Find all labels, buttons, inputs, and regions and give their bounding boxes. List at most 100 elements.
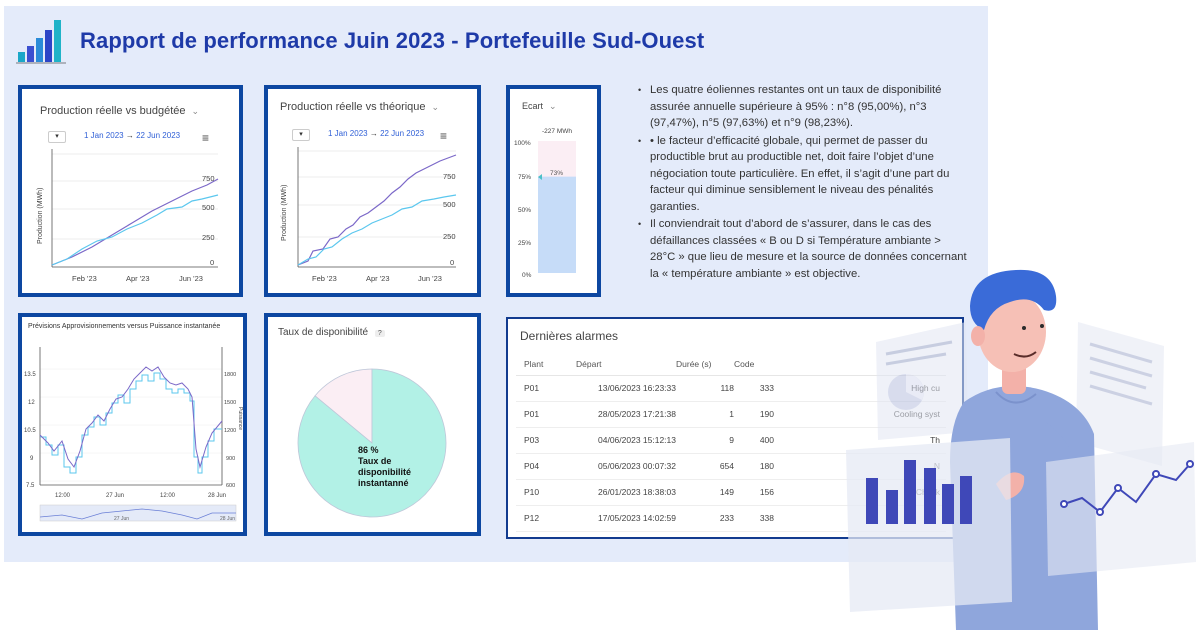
column-header[interactable]: Code	[734, 353, 774, 376]
y-tick: 100%	[514, 140, 531, 147]
floating-panel-icon	[876, 322, 968, 440]
floating-line-chart-icon	[1046, 442, 1196, 576]
table-cell: 28/05/2023 17:21:38	[576, 401, 676, 428]
table-cell: P03	[516, 427, 576, 454]
table-cell: 13/06/2023 16:23:33	[576, 375, 676, 402]
y-tick: 0	[450, 258, 454, 267]
table-header-row: Plant Départ Durée (s) Code	[516, 353, 946, 376]
x-tick: 28 Jun	[208, 493, 226, 499]
y-tick: 0%	[522, 272, 532, 279]
table-cell: P01	[516, 375, 576, 402]
analyst-illustration	[846, 269, 1196, 630]
commentary-item: • le facteur d’efficacité globale, qui p…	[638, 133, 968, 216]
x-tick: 12:00	[55, 493, 71, 499]
dropdown-icon[interactable]: ▾	[48, 131, 66, 143]
table-cell: 1	[676, 401, 734, 428]
y-tick-right: 600	[226, 483, 235, 489]
column-header[interactable]: Départ	[576, 353, 676, 376]
table-cell: 654	[676, 453, 734, 480]
floating-bar-chart-icon	[846, 438, 1012, 612]
help-icon[interactable]: ?	[374, 330, 385, 337]
y-tick-left: 13.5	[24, 372, 36, 378]
bar-label: 73%	[550, 170, 563, 177]
table-cell: 180	[734, 453, 774, 480]
panel-availability: Taux de disponibilité ? 86 % Taux de dis…	[264, 313, 481, 536]
y-tick-right: 900	[226, 456, 235, 462]
panel-production-vs-budget: Production réelle vs budgétée ⌄ ▾ 1 Jan 20…	[18, 85, 243, 297]
table-row[interactable]: P03 04/06/2023 15:12:13 9 400 Th	[516, 427, 946, 454]
commentary-list: Les quatre éoliennes restantes ont un ta…	[638, 82, 968, 283]
y-tick: 50%	[518, 207, 531, 214]
chart-availability-pie	[297, 368, 447, 518]
date-range[interactable]: ▾ 1 Jan 2023 → 22 Jun 2023	[292, 129, 424, 141]
y-tick: 750	[202, 174, 215, 183]
x-tick: Feb '23	[312, 274, 337, 283]
chart-forecast-vs-power: 13.5 12 10.5 9 7.5 1800 1500 1200 900 60…	[24, 347, 243, 522]
date-range[interactable]: ▾ 1 Jan 2023 → 22 Jun 2023	[48, 131, 180, 143]
marker-icon	[538, 174, 542, 180]
y-tick: 0	[210, 258, 214, 267]
panel-forecast-vs-power: Prévisions Approvisionnements versus Pui…	[18, 313, 247, 536]
commentary-item: Les quatre éoliennes restantes ont un ta…	[638, 82, 968, 132]
chart-ecart: -227 MWh 73% 100% 75% 50% 25% 0%	[514, 128, 576, 279]
y-tick: 750	[443, 172, 456, 181]
chevron-down-icon[interactable]: ⌄	[191, 106, 200, 116]
x-tick: Jun '23	[179, 274, 203, 283]
y-tick: 75%	[518, 174, 531, 181]
chevron-down-icon[interactable]: ⌄	[549, 101, 557, 111]
panel-production-vs-theoretical: Production réelle vs théorique ⌄ ▾ 1 Jan 2…	[264, 85, 481, 297]
menu-icon[interactable]: ≡	[202, 131, 210, 145]
panel-title: Ecart ⌄	[522, 101, 557, 111]
pie-label: 86 % Taux de disponibilité instantanné	[358, 445, 411, 488]
y-tick: 250	[202, 233, 215, 242]
panel-title: Taux de disponibilité ?	[278, 327, 385, 338]
value-label: -227 MWh	[542, 128, 572, 135]
table-cell: P12	[516, 505, 576, 532]
chart-production-vs-theoretical: Production (MWh) 750 500 250 0 Feb '23 A…	[281, 147, 457, 283]
table-cell: 190	[734, 401, 774, 428]
y-tick-left: 7.5	[26, 483, 35, 489]
range-navigator[interactable]: 27 Jun 28 Jun	[39, 504, 237, 522]
panel-title: Production réelle vs théorique ⌄	[280, 101, 440, 113]
table-cell: 400	[734, 427, 774, 454]
column-header[interactable]: Durée (s)	[676, 353, 734, 376]
x-tick: 12:00	[160, 493, 176, 499]
bar-chart-logo-icon	[16, 20, 66, 64]
x-tick: Feb '23	[72, 274, 97, 283]
page-title: Rapport de performance Juin 2023 - Porte…	[80, 28, 705, 53]
y-tick-right: 1500	[224, 400, 236, 406]
panel-title: Production réelle vs budgétée ⌄	[40, 105, 200, 117]
menu-icon[interactable]: ≡	[440, 129, 448, 143]
table-cell: 17/05/2023 14:02:59	[576, 505, 676, 532]
panel-ecart: Ecart ⌄ -227 MWh 73% 100% 75% 50% 25% 0%	[506, 85, 601, 297]
y-tick: 500	[202, 203, 215, 212]
y-tick-right: 1800	[224, 372, 236, 378]
column-header[interactable]: Plant	[516, 353, 576, 376]
y-tick-left: 12	[28, 400, 35, 406]
panel-title: Dernières alarmes	[520, 329, 619, 343]
table-cell: P10	[516, 479, 576, 506]
panel-title: Prévisions Approvisionnements versus Pui…	[28, 323, 221, 330]
table-cell: P01	[516, 401, 576, 428]
y-axis-label-right: Puissance	[237, 407, 243, 430]
dropdown-icon[interactable]: ▾	[292, 129, 310, 141]
table-cell: 9	[676, 427, 734, 454]
table-cell: 338	[734, 505, 774, 532]
pie-slice-unavailable	[314, 368, 373, 444]
x-tick: Apr '23	[366, 274, 390, 283]
chart-production-vs-budget: Production (MWh) 750 500 250 0 Feb '23 A…	[37, 149, 219, 283]
y-tick-right: 1200	[224, 428, 236, 434]
nav-label: 28 Jun	[220, 516, 235, 522]
y-tick: 500	[443, 200, 456, 209]
chevron-down-icon[interactable]: ⌄	[431, 102, 440, 112]
x-tick: 27 Jun	[106, 493, 124, 499]
table-cell: 26/01/2023 18:38:03	[576, 479, 676, 506]
y-axis-label: Production (MWh)	[37, 188, 44, 244]
nav-label: 27 Jun	[114, 516, 129, 522]
y-tick: 250	[443, 232, 456, 241]
y-tick: 25%	[518, 240, 531, 247]
x-tick: Apr '23	[126, 274, 150, 283]
commentary-item: Il conviendrait tout d’abord de s’assure…	[638, 216, 968, 282]
table-cell: 233	[676, 505, 734, 532]
table-cell: 04/06/2023 15:12:13	[576, 427, 676, 454]
